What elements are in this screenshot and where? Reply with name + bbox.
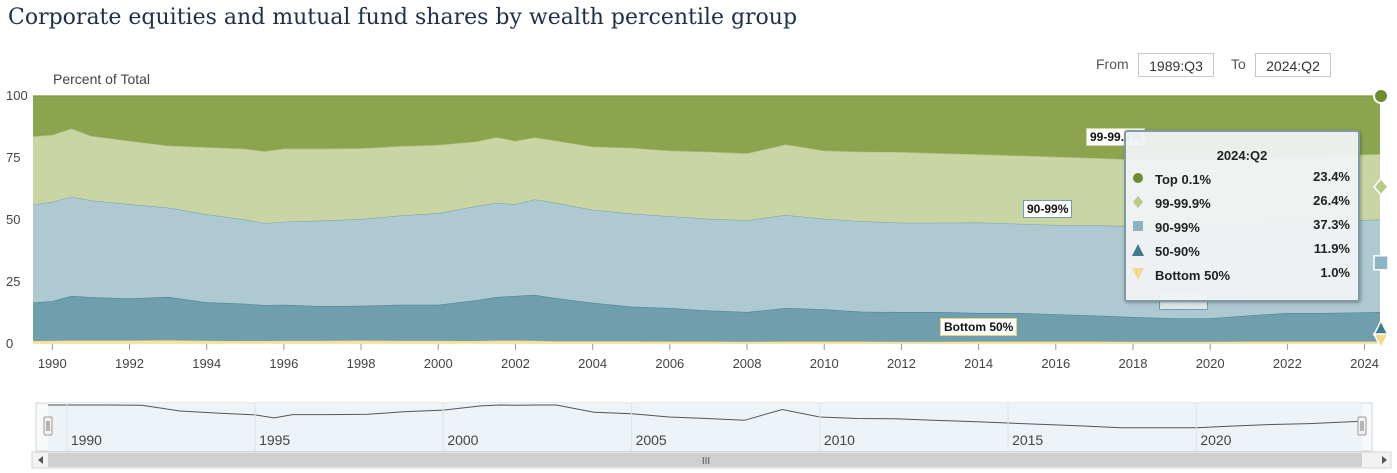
tooltip-series-name: Bottom 50% — [1155, 268, 1231, 283]
y-axis-ticks: 0 25 50 75 100 — [6, 88, 28, 351]
range-to-label: To — [1231, 56, 1246, 72]
tooltip-symbol-diamond-icon — [1133, 196, 1143, 208]
tooltip-row: 90-99% 37.3% — [1126, 217, 1358, 241]
tooltip-row: Top 0.1% 23.4% — [1126, 169, 1358, 193]
marker-99-99.9 — [1373, 177, 1389, 196]
tooltip-row: 50-90% 11.9% — [1126, 241, 1358, 265]
series-end-markers — [1372, 88, 1390, 350]
x-tick-1996: 1996 — [269, 356, 298, 371]
tooltip: 2024:Q2 Top 0.1% 23.4% 99-99.9% 26.4% 90-99%… — [1124, 130, 1360, 302]
navigator-label-2015: 2015 — [1012, 432, 1043, 448]
x-tick-2008: 2008 — [733, 356, 762, 371]
tooltip-series-value: 23.4% — [1313, 169, 1350, 184]
tooltip-period: 2024:Q2 — [1216, 148, 1268, 163]
tooltip-series-value: 1.0% — [1320, 265, 1350, 280]
tooltip-symbol-triangle-icon — [1132, 244, 1144, 256]
range-from-input[interactable]: 1989:Q3 — [1138, 53, 1214, 77]
scroll-left-arrow[interactable] — [38, 456, 43, 464]
navigator-label-2010: 2010 — [824, 432, 855, 448]
x-tick-2024: 2024 — [1350, 356, 1379, 371]
navigator: 1990 1995 2000 2005 2010 2015 2020 III — [31, 402, 1392, 469]
range-from-label: From — [1096, 56, 1129, 72]
navigator-label-1990: 1990 — [71, 432, 102, 448]
navigator-label-2020: 2020 — [1200, 432, 1231, 448]
x-tick-1990: 1990 — [38, 356, 67, 371]
x-tick-2004: 2004 — [578, 356, 607, 371]
navigator-label-2000: 2000 — [447, 432, 478, 448]
y-tick-0: 0 — [6, 336, 13, 351]
tooltip-series-name: 90-99% — [1155, 220, 1200, 235]
chart-title: Corporate equities and mutual fund share… — [8, 5, 798, 30]
x-axis-ticks: 1990 1992 1994 1996 1998 2000 2002 2004 2006 2008… — [38, 344, 1379, 371]
scroll-right-arrow[interactable] — [1382, 456, 1387, 464]
tooltip-symbol-triangle-down-icon — [1132, 268, 1144, 280]
x-tick-1994: 1994 — [192, 356, 221, 371]
x-tick-1998: 1998 — [347, 356, 376, 371]
navigator-label-1995: 1995 — [259, 432, 290, 448]
x-tick-2020: 2020 — [1196, 356, 1225, 371]
area-top-0-1- — [33, 96, 1380, 160]
x-tick-2002: 2002 — [501, 356, 530, 371]
x-tick-2000: 2000 — [424, 356, 453, 371]
tooltip-symbol-square-icon — [1133, 221, 1143, 231]
tooltip-series-value: 11.9% — [1313, 241, 1350, 256]
x-tick-2014: 2014 — [964, 356, 993, 371]
x-tick-2010: 2010 — [810, 356, 839, 371]
x-tick-2022: 2022 — [1273, 356, 1302, 371]
tooltip-series-value: 26.4% — [1313, 193, 1350, 208]
scrollbar-thumb[interactable] — [48, 453, 1362, 467]
y-tick-25: 25 — [6, 274, 20, 289]
y-tick-50: 50 — [6, 212, 20, 227]
area-50-90- — [33, 294, 1380, 342]
y-tick-75: 75 — [6, 150, 20, 165]
range-to-input[interactable]: 2024:Q2 — [1255, 53, 1331, 77]
x-tick-1992: 1992 — [115, 356, 144, 371]
marker-90-99 — [1373, 255, 1389, 271]
label-bottom-50: Bottom 50% — [940, 318, 1018, 336]
y-tick-100: 100 — [6, 88, 28, 103]
navigator-handle-left[interactable] — [43, 416, 53, 436]
tooltip-series-value: 37.3% — [1313, 217, 1350, 232]
area-90-99- — [33, 196, 1380, 319]
marker-top-0.1 — [1373, 88, 1389, 104]
navigator-selection — [48, 403, 1362, 451]
label-90-99: 90-99% — [1023, 200, 1073, 218]
y-axis-label: Percent of Total — [53, 71, 151, 87]
x-tick-2018: 2018 — [1119, 356, 1148, 371]
marker-bottom-50 — [1372, 333, 1390, 350]
navigator-line — [48, 404, 1363, 429]
tooltip-series-name: Top 0.1% — [1155, 172, 1212, 187]
scrollbar-grip: III — [702, 456, 710, 467]
tooltip-series-name: 50-90% — [1155, 244, 1200, 259]
tooltip-row: Bottom 50% 1.0% — [1126, 265, 1358, 289]
navigator-label-2005: 2005 — [636, 432, 667, 448]
tooltip-symbol-circle-icon — [1133, 173, 1143, 183]
x-tick-2016: 2016 — [1041, 356, 1070, 371]
navigator-handle-right[interactable] — [1357, 416, 1367, 436]
tooltip-row: 99-99.9% 26.4% — [1126, 193, 1358, 217]
area-bottom-50- — [33, 340, 1380, 344]
x-tick-2006: 2006 — [655, 356, 684, 371]
x-tick-2012: 2012 — [887, 356, 916, 371]
tooltip-series-name: 99-99.9% — [1155, 196, 1211, 211]
